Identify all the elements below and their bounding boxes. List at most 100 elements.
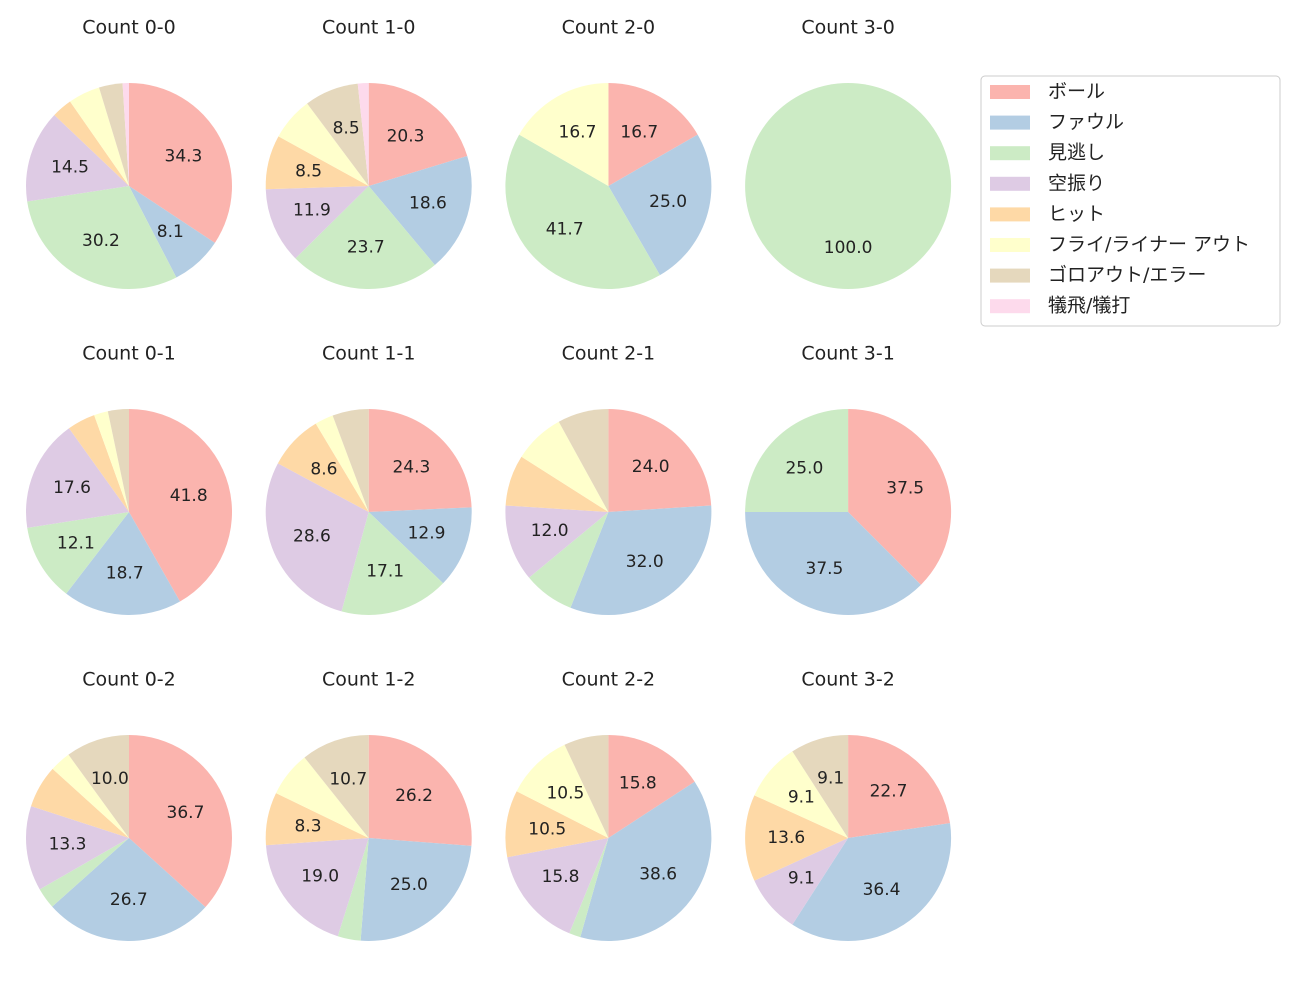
- data-label: 41.7: [546, 220, 584, 240]
- pie-slice: [122, 83, 129, 186]
- pie-slice: [529, 512, 609, 608]
- pie-slice: [580, 781, 712, 941]
- legend-swatch: [990, 268, 1030, 283]
- pie-slice: [39, 838, 129, 907]
- pie-slice: [304, 735, 369, 838]
- data-label: 34.3: [165, 147, 203, 167]
- chart-title: Count 0-0: [82, 17, 176, 39]
- pie-slice: [368, 735, 472, 846]
- data-label: 8.6: [310, 459, 337, 479]
- data-label: 8.5: [333, 118, 360, 138]
- legend-swatch: [990, 115, 1030, 130]
- pie-slice: [265, 793, 369, 846]
- pie-slice: [754, 751, 849, 838]
- pie-slice: [505, 505, 609, 578]
- legend-swatch: [990, 146, 1030, 161]
- chart-title: Count 3-0: [801, 17, 895, 39]
- data-label: 17.1: [366, 562, 404, 582]
- data-label: 17.6: [53, 478, 91, 498]
- data-label: 26.7: [110, 890, 148, 910]
- data-label: 36.4: [863, 880, 901, 900]
- data-label: 16.7: [559, 122, 597, 142]
- pie-slice: [52, 754, 129, 838]
- legend-label: ヒット: [1048, 203, 1105, 225]
- pie-slice: [276, 757, 369, 838]
- pie-slice: [31, 768, 129, 838]
- legend-swatch: [990, 207, 1030, 222]
- pie-slice: [54, 101, 129, 186]
- pie-slice: [337, 838, 369, 941]
- pie-slice: [505, 791, 609, 858]
- pie-slice: [848, 735, 951, 838]
- pie-slice: [129, 409, 233, 602]
- pie-slice: [570, 505, 712, 615]
- data-label: 37.5: [806, 559, 844, 579]
- data-label: 19.0: [301, 866, 339, 886]
- pie-slice: [25, 428, 129, 528]
- legend-swatch: [990, 176, 1030, 191]
- pie-slice: [368, 507, 472, 584]
- pie-slice: [341, 512, 444, 615]
- pie-slice: [265, 136, 369, 190]
- data-label: 8.5: [295, 162, 322, 182]
- pie-slice: [277, 423, 369, 512]
- data-label: 8.1: [157, 222, 184, 242]
- data-label: 24.3: [392, 457, 430, 477]
- data-label: 13.3: [49, 834, 87, 854]
- pie-slice: [745, 512, 921, 616]
- pie-slice: [70, 87, 129, 186]
- legend-swatch: [990, 299, 1030, 314]
- chart-title: Count 3-2: [801, 669, 895, 691]
- pie-slice: [129, 186, 215, 278]
- pie-slice: [332, 409, 369, 512]
- pie-slice: [52, 838, 206, 942]
- pie-slice: [521, 421, 609, 512]
- data-label: 10.7: [329, 770, 367, 790]
- legend-label: フライ/ライナー アウト: [1048, 234, 1250, 256]
- data-label: 10.0: [91, 769, 129, 789]
- pie-slice: [129, 735, 233, 908]
- data-label: 100.0: [824, 238, 873, 258]
- pie-slice: [27, 186, 177, 289]
- data-label: 12.0: [531, 521, 569, 541]
- data-label: 9.1: [788, 788, 815, 808]
- pie-slice: [360, 838, 472, 941]
- data-label: 9.1: [788, 868, 815, 888]
- pie-slice: [608, 83, 698, 186]
- chart-title: Count 0-1: [82, 343, 176, 365]
- data-label: 10.5: [528, 819, 566, 839]
- data-label: 28.6: [293, 526, 331, 546]
- data-label: 37.5: [886, 478, 924, 498]
- legend-swatch: [990, 85, 1030, 99]
- pie-slice: [368, 409, 472, 512]
- data-label: 36.7: [167, 803, 205, 823]
- data-label: 22.7: [870, 781, 908, 801]
- data-label: 32.0: [626, 552, 664, 572]
- pie-slice: [307, 83, 369, 186]
- pie-slice: [745, 795, 849, 881]
- pie-slice: [368, 156, 472, 265]
- pie-slice: [265, 186, 369, 259]
- pie-slice: [357, 83, 369, 186]
- pie-slice: [564, 735, 609, 838]
- pie-slice: [516, 744, 609, 838]
- data-label: 25.0: [390, 875, 428, 895]
- pie-slice: [129, 83, 232, 243]
- legend-label: 見逃し: [1048, 142, 1105, 164]
- legend-swatch: [990, 238, 1030, 252]
- pie-slice: [66, 512, 180, 616]
- data-label: 41.8: [170, 486, 208, 506]
- data-label: 13.6: [767, 828, 805, 848]
- data-label: 8.3: [294, 816, 321, 836]
- legend-label: ファウル: [1048, 111, 1124, 133]
- chart-title: Count 3-1: [801, 343, 895, 365]
- data-label: 30.2: [82, 231, 120, 251]
- pie-slice: [745, 83, 952, 289]
- legend-label: ボール: [1048, 81, 1105, 103]
- pie-slice: [754, 838, 849, 925]
- chart-title: Count 1-2: [322, 669, 416, 691]
- pie-slice: [107, 409, 129, 512]
- pie-slice: [99, 83, 129, 186]
- data-label: 16.7: [620, 122, 658, 142]
- pie-slice: [608, 134, 712, 276]
